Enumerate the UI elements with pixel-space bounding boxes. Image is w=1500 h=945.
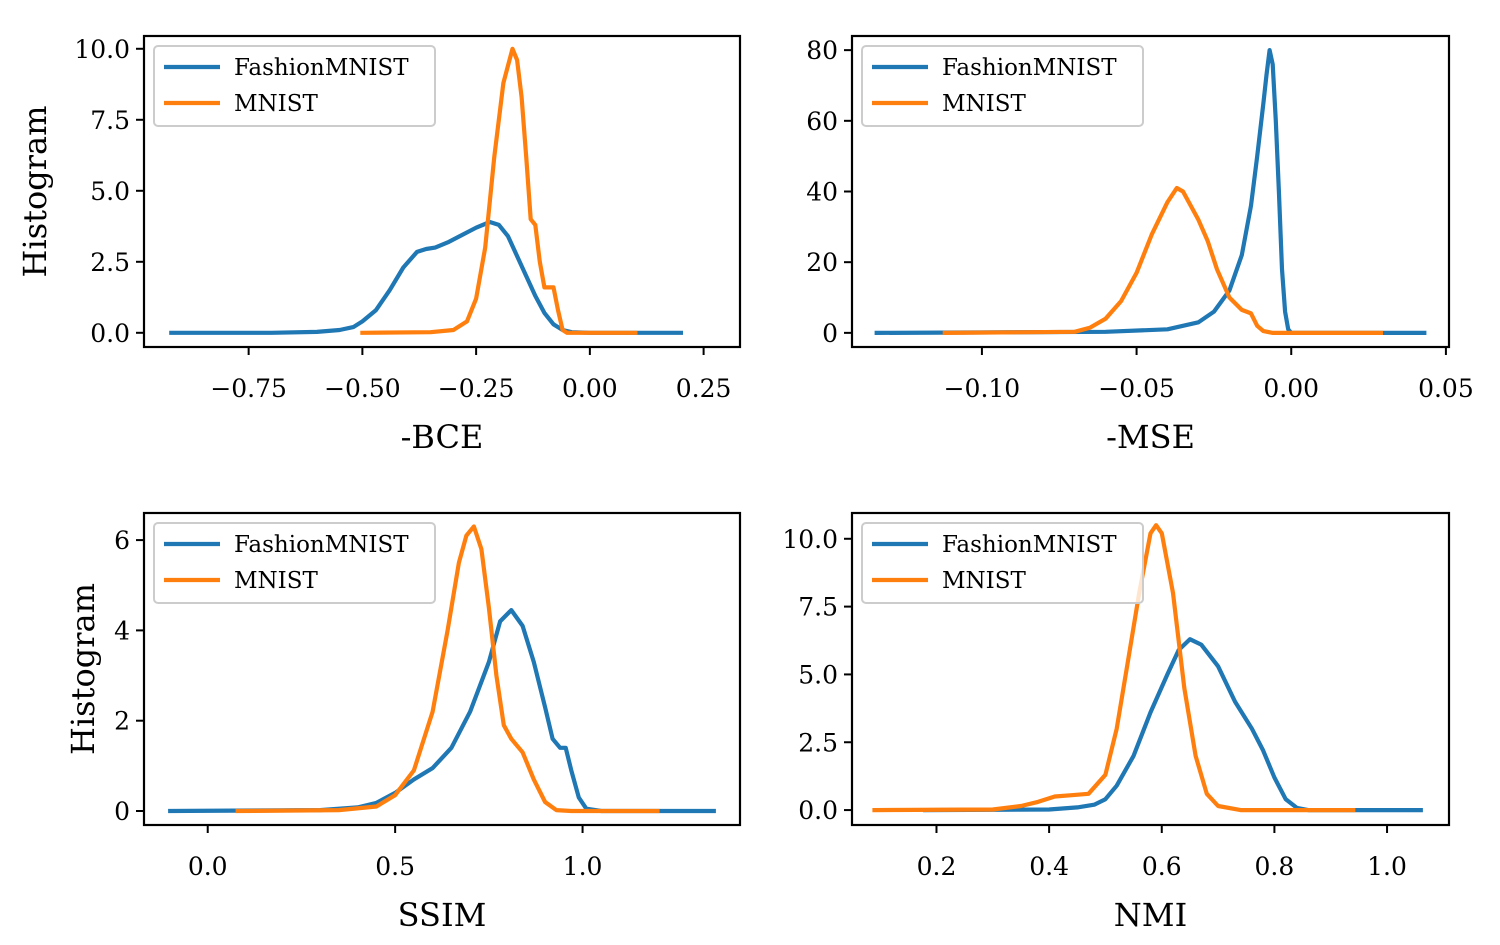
- y-tick-label: 10.0: [74, 35, 130, 64]
- x-tick-label: −0.75: [210, 374, 287, 403]
- x-tick-label: 1.0: [1367, 852, 1407, 881]
- x-axis-label: -MSE: [1106, 418, 1195, 456]
- series-line-fashionmnist: [168, 608, 716, 814]
- y-tick-label: 60: [806, 107, 838, 136]
- x-axis-label: SSIM: [398, 896, 487, 934]
- x-tick-label: 0.4: [1029, 852, 1069, 881]
- y-tick-label: 2: [114, 707, 130, 736]
- y-axis-label: Histogram: [16, 106, 54, 278]
- x-tick-label: 0.8: [1255, 852, 1295, 881]
- legend: FashionMNIST MNIST: [153, 45, 436, 127]
- x-axis-label: NMI: [1114, 896, 1187, 934]
- y-tick-label: 2.5: [90, 248, 130, 277]
- y-axis-label: Histogram: [64, 583, 102, 755]
- series-line-mnist: [360, 46, 638, 335]
- x-tick-label: 0.00: [1263, 374, 1319, 403]
- legend-label-mnist: MNIST: [942, 91, 1027, 117]
- x-tick-label: −0.25: [438, 374, 515, 403]
- series-line-fashionmnist: [923, 637, 1423, 813]
- y-tick-label: 0: [114, 797, 130, 826]
- y-tick-label: 0.0: [798, 796, 838, 825]
- x-axis-label: -BCE: [401, 418, 484, 456]
- series-line-fashionmnist: [169, 219, 683, 335]
- y-tick-label: 40: [806, 178, 838, 207]
- x-tick-label: 0.6: [1142, 852, 1182, 881]
- y-tick-label: 20: [806, 248, 838, 277]
- y-tick-label: 2.5: [798, 728, 838, 757]
- legend-box: [153, 45, 436, 127]
- subplot-3: 0.0 0.5 1.0 0 2 4 6 SSIM Histogram FashionMNIST MN…: [64, 511, 742, 934]
- y-tick-label: 10.0: [782, 525, 838, 554]
- x-tick-label: 0.25: [676, 374, 732, 403]
- series-line-mnist: [235, 524, 660, 814]
- axes-frame: [142, 511, 742, 827]
- y-tick-label: 7.5: [798, 593, 838, 622]
- legend: FashionMNIST MNIST: [861, 522, 1144, 604]
- y-tick-label: 4: [114, 616, 130, 645]
- x-tick-label: 0.5: [375, 852, 415, 881]
- y-tick-label: 7.5: [90, 106, 130, 135]
- legend-box: [861, 522, 1144, 604]
- legend: FashionMNIST MNIST: [153, 522, 436, 604]
- series-line-fashionmnist: [874, 48, 1427, 336]
- y-tick-label: 0: [822, 319, 838, 348]
- legend-label-fashionmnist: FashionMNIST: [234, 532, 409, 558]
- x-tick-label: 0.0: [188, 852, 228, 881]
- legend-label-mnist: MNIST: [234, 568, 319, 594]
- subplot-2: −0.10 −0.05 0.00 0.05 0 20 40 60 80 -MSE FashionMN…: [806, 34, 1474, 456]
- legend-box: [153, 522, 436, 604]
- x-tick-label: −0.10: [944, 374, 1021, 403]
- legend-label-fashionmnist: FashionMNIST: [942, 532, 1117, 558]
- x-tick-label: 0.2: [917, 852, 957, 881]
- x-tick-label: 0.05: [1418, 374, 1474, 403]
- axes-frame: [850, 511, 1451, 827]
- legend: FashionMNIST MNIST: [861, 45, 1144, 127]
- x-tick-label: 0.00: [562, 374, 618, 403]
- legend-label-mnist: MNIST: [234, 91, 319, 117]
- subplot-1: −0.75 −0.50 −0.25 0.00 0.25 0.0 2.5 5.0 7.5 10.0 -…: [16, 35, 742, 456]
- legend-label-mnist: MNIST: [942, 568, 1027, 594]
- legend-label-fashionmnist: FashionMNIST: [942, 55, 1117, 81]
- x-tick-label: −0.05: [1098, 374, 1175, 403]
- subplot-4: 0.2 0.4 0.6 0.8 1.0 0.0 2.5 5.0 7.5 10.0 NMI Fashio…: [782, 511, 1451, 934]
- y-tick-label: 80: [806, 36, 838, 65]
- y-tick-label: 0.0: [90, 319, 130, 348]
- series-line-mnist: [942, 185, 1383, 336]
- y-tick-label: 5.0: [798, 660, 838, 689]
- legend-label-fashionmnist: FashionMNIST: [234, 55, 409, 81]
- y-tick-label: 6: [114, 526, 130, 555]
- x-tick-label: −0.50: [324, 374, 401, 403]
- legend-box: [861, 45, 1144, 127]
- x-tick-label: 1.0: [563, 852, 603, 881]
- y-tick-label: 5.0: [90, 177, 130, 206]
